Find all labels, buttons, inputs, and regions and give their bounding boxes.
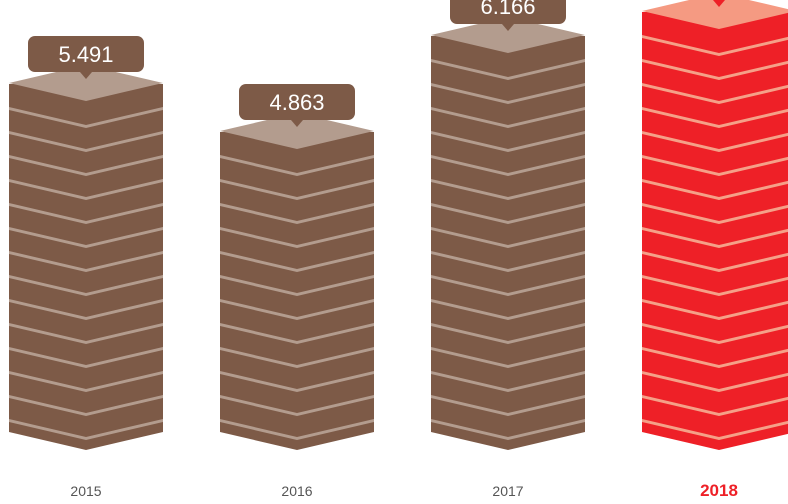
value-label-box: [239, 84, 355, 120]
data-label: 6.166: [480, 0, 535, 19]
bar-layer-stripe: [642, 203, 788, 224]
x-tick-label: 2017: [492, 483, 523, 499]
bar-layer-stripe: [642, 83, 788, 104]
bar-top-face: [220, 113, 374, 149]
bar-layer-stripe: [642, 323, 788, 344]
value-label-pointer: [502, 24, 514, 31]
bar-2017: 6.166 2017: [431, 0, 585, 499]
bar-2016: 4.863 2016: [220, 84, 374, 499]
bar-layer-stripe: [642, 155, 788, 176]
value-label-2018: 6.523: [713, 0, 725, 7]
bar-layer-stripe: [642, 419, 788, 440]
bar-2015: 5.491 2015: [9, 36, 163, 499]
value-label-pointer: [713, 0, 725, 7]
bar-layer-stripe: [642, 299, 788, 320]
data-label: 4.863: [269, 90, 324, 115]
bar-top-face: [642, 0, 788, 29]
bar-layer-stripe: [642, 347, 788, 368]
bar-layer-stripe: [642, 227, 788, 248]
x-tick-label: 2015: [70, 483, 101, 499]
bar-layer-stripe: [642, 371, 788, 392]
bar-top-face: [431, 17, 585, 53]
bar-layer-stripe: [642, 251, 788, 272]
bar-layer-stripe: [642, 179, 788, 200]
x-tick-label: 2018: [700, 481, 738, 500]
value-label-box: [450, 0, 566, 24]
bar-layer-stripe: [642, 35, 788, 56]
bar-layer-stripe: [642, 275, 788, 296]
value-label-pointer: [291, 120, 303, 127]
bar-layer-stripe: [642, 107, 788, 128]
bar-2018: 6.523 2018: [642, 0, 788, 500]
value-label-2017: 6.166: [450, 0, 566, 31]
bar-body: [431, 36, 585, 450]
value-label-pointer: [80, 72, 92, 79]
x-tick-label: 2016: [281, 483, 312, 499]
bar-layer-stripe: [642, 59, 788, 80]
bar-body: [642, 12, 788, 450]
bar-body: [220, 132, 374, 450]
value-label-2015: 5.491: [28, 36, 144, 79]
data-label: 5.491: [58, 42, 113, 67]
value-label-2016: 4.863: [239, 84, 355, 127]
value-label-box: [28, 36, 144, 72]
bar-top-face: [9, 65, 163, 101]
bar-layer-stripe: [642, 395, 788, 416]
bar-layer-stripe: [642, 131, 788, 152]
